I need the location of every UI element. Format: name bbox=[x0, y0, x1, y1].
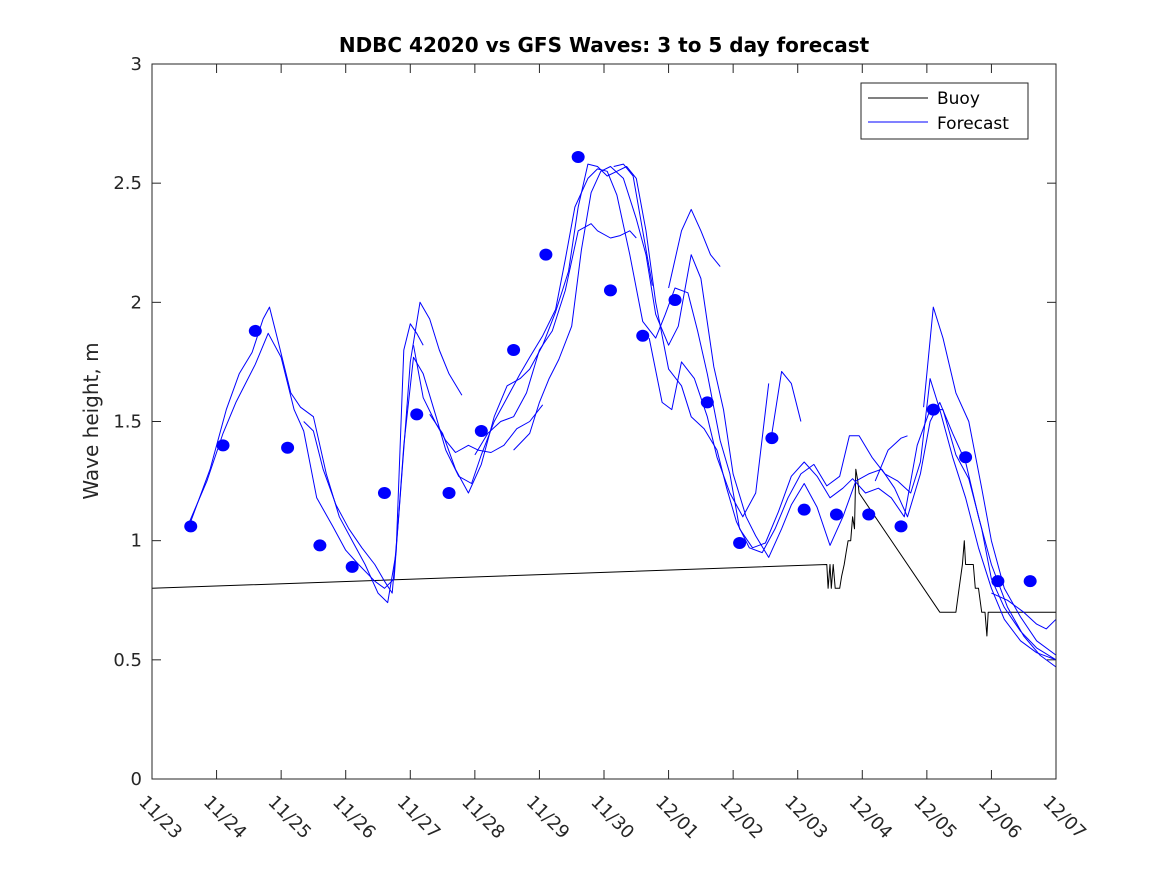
legend-box bbox=[860, 82, 1029, 140]
forecast-point bbox=[1023, 575, 1037, 588]
forecast-point bbox=[377, 487, 391, 499]
forecast-point bbox=[313, 539, 327, 552]
forecast-point bbox=[991, 575, 1005, 588]
y-tick-label: 2.5 bbox=[113, 173, 142, 194]
series-forecast-14-line bbox=[991, 592, 1057, 630]
forecast-point bbox=[507, 344, 521, 356]
forecast-point bbox=[894, 520, 908, 533]
marker-layer bbox=[184, 150, 1037, 588]
y-tick-label: 3 bbox=[131, 54, 142, 75]
forecast-point bbox=[668, 293, 682, 306]
plot-area bbox=[152, 64, 1056, 779]
plot-frame bbox=[151, 63, 1057, 780]
series-forecast-8-line bbox=[613, 163, 653, 286]
forecast-point bbox=[281, 441, 295, 454]
series-forecast-1-line bbox=[187, 168, 1057, 661]
series-forecast-6-line bbox=[474, 223, 637, 456]
series-forecast-10-line bbox=[668, 208, 721, 289]
series-forecast-12-line bbox=[874, 435, 908, 482]
series-layer bbox=[151, 163, 1057, 668]
forecast-point bbox=[797, 503, 811, 516]
y-tick-label: 0 bbox=[131, 769, 142, 790]
series-forecast-13-line bbox=[923, 306, 1057, 656]
forecast-point bbox=[603, 284, 617, 297]
series-forecast-9-line bbox=[648, 338, 770, 518]
forecast-point bbox=[474, 425, 488, 438]
series-forecast-11-line bbox=[771, 371, 802, 434]
forecast-point bbox=[410, 408, 424, 421]
series-forecast-4-line bbox=[413, 345, 544, 453]
chart-title: NDBC 42020 vs GFS Waves: 3 to 5 day fore… bbox=[339, 33, 870, 57]
forecast-point bbox=[700, 396, 714, 409]
forecast-point bbox=[733, 537, 747, 550]
forecast-point bbox=[636, 329, 650, 342]
forecast-point bbox=[184, 520, 198, 533]
forecast-point bbox=[345, 560, 359, 573]
forecast-point bbox=[862, 508, 876, 521]
forecast-point bbox=[765, 432, 779, 445]
series-forecast-3-line bbox=[303, 301, 463, 594]
series-buoy-line bbox=[151, 468, 1056, 637]
forecast-point bbox=[248, 324, 262, 337]
forecast-point bbox=[926, 403, 940, 416]
y-tick-label: 1.5 bbox=[113, 412, 142, 433]
legend-label-forecast: Forecast bbox=[937, 114, 1009, 134]
y-axis-label: Wave height, m bbox=[79, 342, 103, 499]
forecast-point bbox=[829, 508, 843, 521]
y-tick-labels: 0 0.5 1 1.5 2 2.5 3 bbox=[113, 54, 142, 790]
y-tick-label: 1 bbox=[131, 531, 142, 552]
y-tick-label: 2 bbox=[131, 292, 142, 313]
forecast-point bbox=[959, 451, 973, 464]
forecast-point bbox=[571, 150, 585, 163]
legend: Buoy Forecast bbox=[860, 82, 1029, 140]
series-forecast-7-line bbox=[513, 166, 1057, 668]
forecast-point bbox=[442, 487, 456, 499]
legend-label-buoy: Buoy bbox=[937, 89, 980, 109]
series-forecast-2-line bbox=[190, 306, 424, 604]
forecast-point bbox=[216, 439, 230, 452]
forecast-point bbox=[539, 248, 553, 261]
y-tick-label: 0.5 bbox=[113, 650, 142, 671]
